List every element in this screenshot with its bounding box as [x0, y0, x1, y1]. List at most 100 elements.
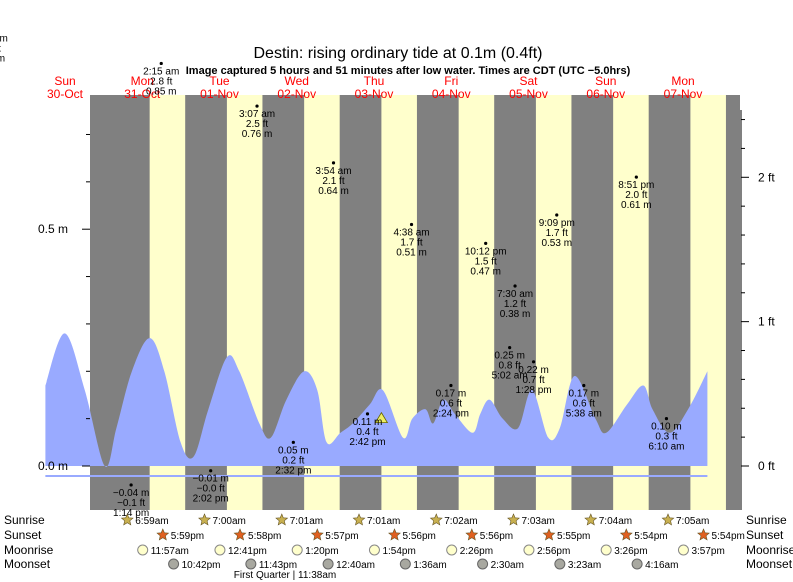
extreme-point: [555, 213, 559, 217]
extreme-point: [664, 417, 669, 421]
day-name-label: Fri: [444, 74, 458, 88]
extreme-point: [365, 412, 370, 416]
sunset-icon: [697, 528, 710, 541]
astro-event-time: 5:57pm: [325, 531, 358, 542]
astro-event-time: 2:56pm: [537, 546, 570, 557]
extreme-point: [484, 241, 488, 246]
chart-subtitle: Image captured 5 hours and 51 minutes af…: [186, 65, 631, 77]
astro-row-label-right: Moonrise: [746, 543, 793, 557]
extreme-label: 0.25 m: [494, 351, 525, 362]
extreme-label: 0.47 m: [470, 266, 501, 277]
left-tick-label: 0.5 m: [38, 222, 68, 236]
extreme-label: 0.2 ft: [282, 455, 304, 466]
extreme-label: 0.10 m: [651, 422, 682, 433]
day-date-label: 04-Nov: [432, 87, 471, 101]
moonrise-icon: [368, 544, 380, 556]
extreme-point: [255, 104, 259, 108]
astro-row-label-left: Sunset: [4, 528, 42, 542]
sunrise-icon: [584, 513, 598, 526]
day-date-label: 01-Nov: [200, 87, 239, 101]
day-name-label: Sun: [595, 74, 616, 88]
astro-event-time: 10:42pm: [182, 560, 221, 571]
day-date-label: 31-Oct: [124, 87, 161, 101]
extreme-label: 8:51 pm: [618, 180, 654, 191]
day-name-label: Wed: [285, 74, 309, 88]
astro-event-time: 1:54pm: [382, 546, 415, 557]
extreme-point: [129, 483, 133, 487]
extreme-label: 2.8 ft: [150, 76, 172, 87]
extreme-point: [159, 61, 163, 66]
astro-event-time: 7:00am: [213, 516, 246, 527]
astro-event-time: 3:23am: [568, 560, 601, 571]
extreme-label: −0.1 ft: [117, 498, 145, 509]
sunset-icon: [156, 528, 170, 541]
extreme-label: 0.11 m: [353, 417, 383, 428]
extreme-point: [582, 383, 586, 388]
moonrise-icon: [137, 544, 149, 556]
astro-event-time: 3:26pm: [614, 546, 647, 557]
sunrise-icon: [661, 513, 675, 526]
extreme-label: 0.6 ft: [573, 398, 595, 409]
moonset-icon: [168, 558, 180, 570]
extreme-label: 2.5 ft: [246, 119, 268, 130]
astro-event-time: 5:55pm: [557, 531, 590, 542]
extreme-label: 0.51 m: [396, 247, 427, 258]
extreme-label: 1.5 ft: [475, 256, 497, 267]
moonrise-icon: [291, 544, 303, 556]
extreme-label: 0.22 m: [518, 365, 549, 376]
astro-event-time: 7:01am: [367, 516, 400, 527]
astro-event-time: 5:58pm: [248, 531, 281, 542]
moonset-icon: [322, 558, 334, 570]
moonrise-icon: [677, 544, 689, 556]
extreme-point: [513, 284, 517, 288]
extreme-label: 1:28 pm: [516, 385, 552, 396]
astro-event-time: 5:56pm: [403, 531, 436, 542]
astro-event-time: 5:54pm: [634, 531, 667, 542]
astro-event-time: 11:43pm: [259, 560, 297, 571]
extreme-label: −0.04 m: [113, 488, 149, 499]
extreme-label: 0.7 ft: [522, 375, 544, 386]
extreme-label: 3:54 am: [315, 166, 351, 177]
astro-row-label-left: Moonset: [4, 557, 51, 571]
extreme-point: [409, 222, 414, 227]
extreme-label: 4:38 am: [393, 227, 429, 238]
left-tick-label: 0.0 m: [38, 459, 68, 473]
extreme-label: 1:20 am: [0, 33, 8, 44]
astro-event-time: 12:40am: [336, 560, 375, 571]
sunrise-icon: [120, 513, 134, 526]
extreme-label: −0.0 ft: [197, 484, 225, 495]
extreme-label: 1:14 pm: [113, 508, 149, 519]
astro-row-label-left: Sunrise: [4, 513, 45, 527]
day-name-label: Thu: [364, 74, 385, 88]
extreme-label: 0.38 m: [500, 309, 531, 320]
day-name-label: Sat: [519, 74, 538, 88]
extreme-label: 0.76 m: [242, 129, 273, 140]
day-name-label: Sun: [54, 74, 75, 88]
astro-event-time: 5:54pm: [712, 531, 745, 542]
extreme-label: 10:12 pm: [465, 246, 507, 257]
extreme-label: 2.0 ft: [625, 190, 647, 201]
right-tick-label: 1 ft: [758, 315, 775, 329]
astro-event-time: 2:26pm: [460, 546, 493, 557]
extreme-label: 3:07 am: [239, 109, 275, 120]
astro-event-time: 2:30am: [491, 560, 524, 571]
chart-title: Destin: rising ordinary tide at 0.1m (0.…: [253, 45, 542, 62]
day-name-label: Mon: [131, 74, 154, 88]
extreme-label: 0.6 ft: [440, 398, 462, 409]
extreme-label: 0.8 ft: [499, 361, 521, 372]
day-date-label: 07-Nov: [664, 87, 703, 101]
astro-event-time: 12:41pm: [228, 546, 267, 557]
extreme-label: −0.01 m: [192, 474, 228, 485]
tide-area: [45, 333, 708, 467]
extreme-label: 0.85 m: [146, 86, 177, 97]
moonrise-icon: [523, 544, 535, 556]
extreme-label: 0.4 ft: [356, 427, 378, 438]
astro-event-time: 7:02am: [444, 516, 477, 527]
astro-row-label-right: Sunset: [746, 528, 784, 542]
extreme-label: 0.17 m: [436, 388, 467, 399]
extreme-point: [634, 175, 638, 179]
sunrise-icon: [275, 513, 289, 526]
extreme-point: [531, 360, 536, 364]
astro-event-time: 5:56pm: [480, 531, 513, 542]
